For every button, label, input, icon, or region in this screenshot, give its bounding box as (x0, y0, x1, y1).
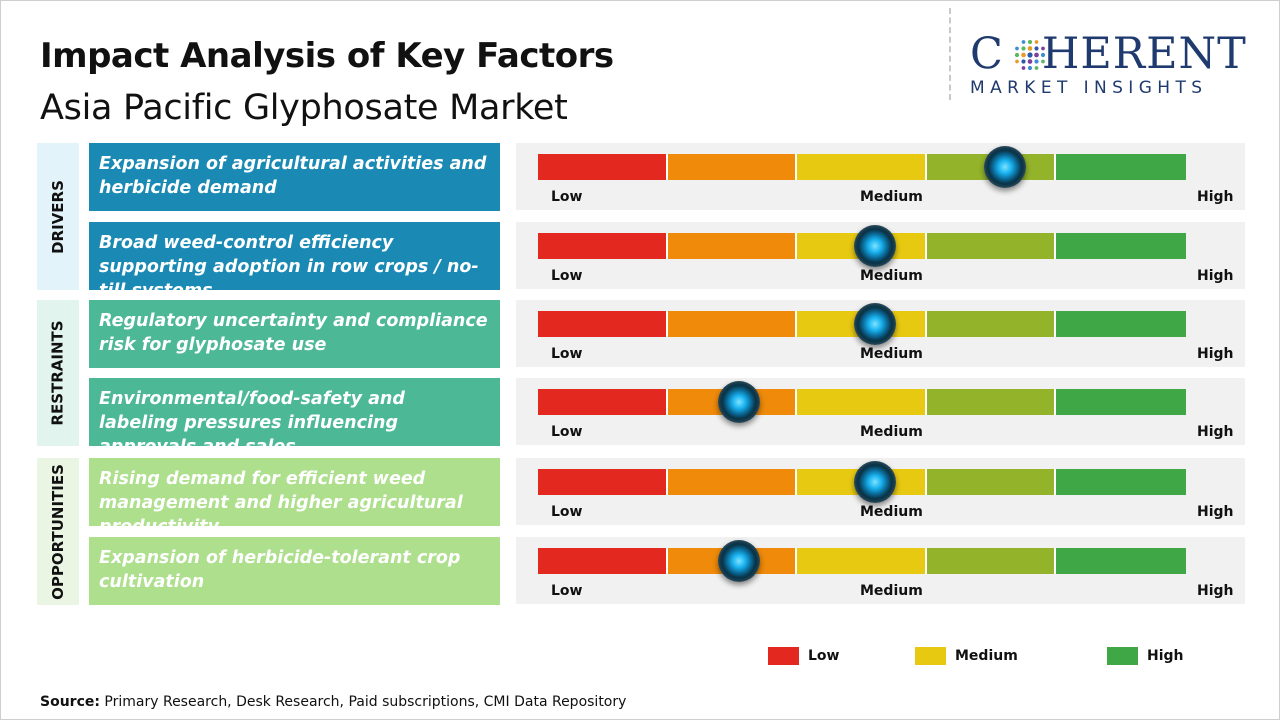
gauge-segment (667, 469, 798, 495)
gauge-label-low: Low (551, 346, 583, 362)
gauge-segment (667, 154, 798, 180)
category-drivers: DRIVERS (37, 143, 79, 290)
gauge-segment (538, 469, 668, 495)
globe-dots-icon (1014, 39, 1046, 71)
legend-swatch (768, 647, 799, 665)
impact-marker (983, 146, 1026, 188)
gauge-label-low: Low (551, 583, 583, 599)
factor-box: Expansion of agricultural activities and… (89, 143, 500, 211)
gauge-segment (1056, 389, 1186, 415)
source-text: Primary Research, Desk Research, Paid su… (99, 694, 627, 710)
gauge-label-medium: Medium (860, 346, 923, 362)
logo-wordmark: C HERENT (970, 30, 1247, 78)
gauge-label-low: Low (551, 504, 583, 520)
legend-label: Low (808, 648, 840, 664)
gauge-segment (797, 548, 927, 574)
gauge-segment (1056, 154, 1186, 180)
gauge-segment (667, 311, 798, 337)
gauge-segment (926, 548, 1057, 574)
factor-box: Regulatory uncertainty and compliance ri… (89, 300, 500, 368)
impact-marker (717, 540, 760, 582)
gauge-label-low: Low (551, 424, 583, 440)
gauge-segment (797, 389, 927, 415)
factor-box: Broad weed-control efficiency supporting… (89, 222, 500, 290)
category-label: RESTRAINTS (49, 320, 68, 426)
gauge-segment (926, 469, 1057, 495)
factor-box: Environmental/food-safety and labeling p… (89, 378, 500, 446)
gauge-bar (538, 389, 1186, 415)
gauge-label-high: High (1197, 583, 1234, 599)
impact-marker (853, 461, 896, 503)
category-restraints: RESTRAINTS (37, 300, 79, 446)
impact-marker (853, 225, 896, 267)
factor-box: Expansion of herbicide-tolerant crop cul… (89, 537, 500, 605)
gauge-segment (926, 389, 1057, 415)
gauge-segment (538, 548, 668, 574)
gauge-label-high: High (1197, 424, 1234, 440)
category-opportunities: OPPORTUNITIES (37, 458, 79, 605)
gauge-segment (538, 389, 668, 415)
legend-label: Medium (955, 648, 1018, 664)
company-logo: C HERENT MARKET INSIGHTS (970, 30, 1260, 100)
page-title: Impact Analysis of Key Factors (40, 36, 614, 76)
gauge-bar (538, 154, 1186, 180)
gauge-segment (538, 311, 668, 337)
impact-marker (717, 381, 760, 423)
logo-tagline: MARKET INSIGHTS (970, 78, 1208, 98)
factor-box: Rising demand for efficient weed managem… (89, 458, 500, 526)
gauge-label-low: Low (551, 189, 583, 205)
legend-swatch (1107, 647, 1138, 665)
gauge-segment (667, 233, 798, 259)
gauge-segment (926, 233, 1057, 259)
gauge-label-medium: Medium (860, 504, 923, 520)
legend-swatch (915, 647, 946, 665)
gauge-label-low: Low (551, 268, 583, 284)
logo-word-suffix: HERENT (1041, 29, 1247, 79)
gauge-segment (1056, 548, 1186, 574)
logo-word-prefix: C (970, 29, 1004, 79)
gauge-label-medium: Medium (860, 583, 923, 599)
source-note: Source: Primary Research, Desk Research,… (40, 694, 626, 710)
logo-divider (949, 8, 951, 100)
gauge-label-high: High (1197, 268, 1234, 284)
gauge-segment (538, 233, 668, 259)
gauge-segment (1056, 311, 1186, 337)
page-subtitle: Asia Pacific Glyphosate Market (40, 88, 568, 128)
gauge-segment (538, 154, 668, 180)
gauge-bar (538, 548, 1186, 574)
impact-marker (853, 303, 896, 345)
gauge-label-high: High (1197, 189, 1234, 205)
category-label: OPPORTUNITIES (49, 463, 67, 600)
gauge-segment (926, 311, 1057, 337)
gauge-label-medium: Medium (860, 424, 923, 440)
gauge-label-medium: Medium (860, 189, 923, 205)
category-label: DRIVERS (49, 179, 68, 254)
source-label: Source: (40, 694, 100, 710)
gauge-segment (1056, 233, 1186, 259)
gauge-segment (1056, 469, 1186, 495)
gauge-label-high: High (1197, 346, 1234, 362)
gauge-label-medium: Medium (860, 268, 923, 284)
legend-label: High (1147, 648, 1184, 664)
gauge-segment (797, 154, 927, 180)
gauge-label-high: High (1197, 504, 1234, 520)
